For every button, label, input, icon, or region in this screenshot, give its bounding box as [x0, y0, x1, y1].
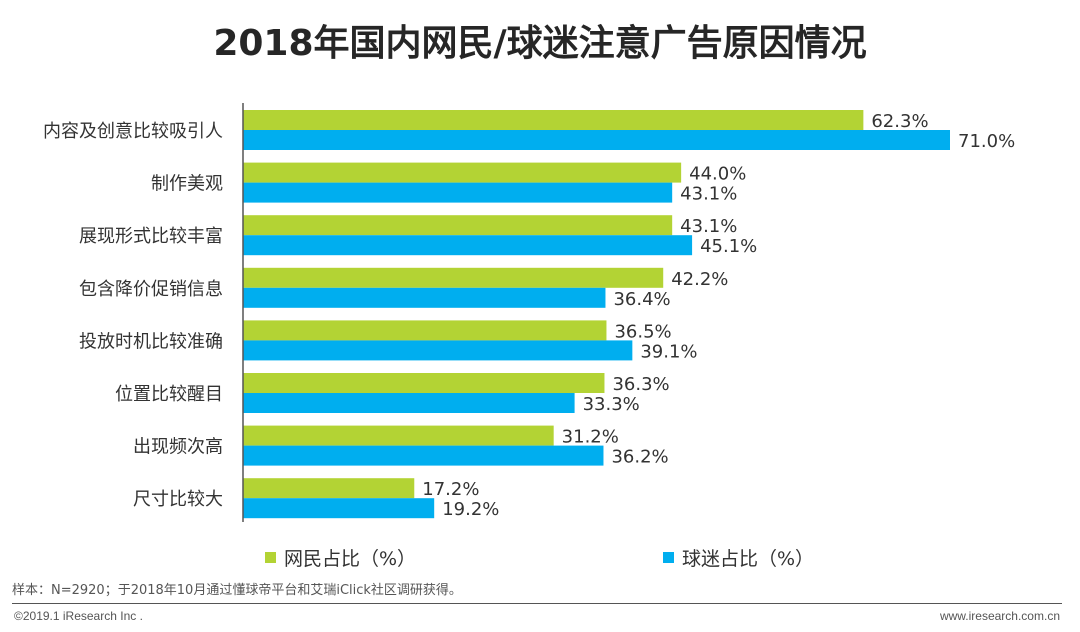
- data-label: 33.3%: [583, 394, 640, 415]
- category-label: 尺寸比较大: [133, 489, 223, 510]
- data-label: 43.1%: [680, 184, 737, 205]
- category-label: 制作美观: [151, 174, 223, 195]
- footer-divider: [12, 603, 1062, 604]
- bar: [243, 478, 415, 499]
- data-label: 36.5%: [614, 321, 671, 342]
- bar: [243, 267, 664, 288]
- bar-chart: 内容及创意比较吸引人 62.3%71.0%制作美观 44.0%43.1%展现形式比较…: [43, 103, 1015, 522]
- bar: [243, 445, 604, 466]
- website: www.iresearch.com.cn: [939, 609, 1060, 623]
- data-label: 17.2%: [422, 479, 479, 500]
- bar: [243, 182, 673, 203]
- bar: [243, 320, 607, 341]
- data-label: 43.1%: [680, 216, 737, 237]
- copyright: ©2019.1 iResearch Inc .: [14, 609, 143, 623]
- bar: [243, 235, 693, 256]
- bar: [243, 425, 554, 446]
- category-label: 位置比较醒目: [115, 384, 223, 405]
- bar: [243, 162, 682, 183]
- data-label: 36.4%: [613, 289, 670, 310]
- bar: [243, 215, 673, 236]
- category-label: 展现形式比较丰富: [79, 226, 223, 247]
- bar: [243, 130, 950, 150]
- legend-item-netizen: 网民占比（%）: [265, 544, 416, 571]
- data-label: 19.2%: [442, 499, 499, 520]
- data-label: 71.0%: [958, 131, 1015, 152]
- category-label: 投放时机比较准确: [79, 331, 223, 352]
- data-label: 62.3%: [871, 111, 928, 132]
- data-label: 36.2%: [611, 447, 668, 468]
- bar: [243, 393, 575, 413]
- legend-swatch-netizen: [265, 552, 276, 563]
- data-label: 45.1%: [700, 236, 757, 257]
- bar: [243, 110, 864, 130]
- sample-note: 样本：N=2920；于2018年10月通过懂球帝平台和艾瑞iClick社区调研获…: [12, 583, 462, 598]
- legend-item-fans: 球迷占比（%）: [663, 544, 814, 571]
- data-label: 44.0%: [689, 164, 746, 185]
- category-label: 包含降价促销信息: [79, 279, 223, 300]
- category-label: 出现频次高: [133, 437, 223, 458]
- bar: [243, 373, 605, 393]
- chart-title: 2018年国内网民/球迷注意广告原因情况: [213, 23, 867, 64]
- data-label: 36.3%: [612, 374, 669, 395]
- legend-label-netizen: 网民占比（%）: [284, 548, 417, 570]
- data-label: 31.2%: [562, 427, 619, 448]
- legend-label-fans: 球迷占比（%）: [682, 548, 815, 570]
- data-label: 39.1%: [640, 341, 697, 362]
- bar: [243, 498, 435, 519]
- category-label: 内容及创意比较吸引人: [43, 121, 223, 142]
- data-label: 42.2%: [671, 269, 728, 290]
- bar: [243, 287, 606, 308]
- bar: [243, 340, 633, 361]
- legend-swatch-fans: [663, 552, 674, 563]
